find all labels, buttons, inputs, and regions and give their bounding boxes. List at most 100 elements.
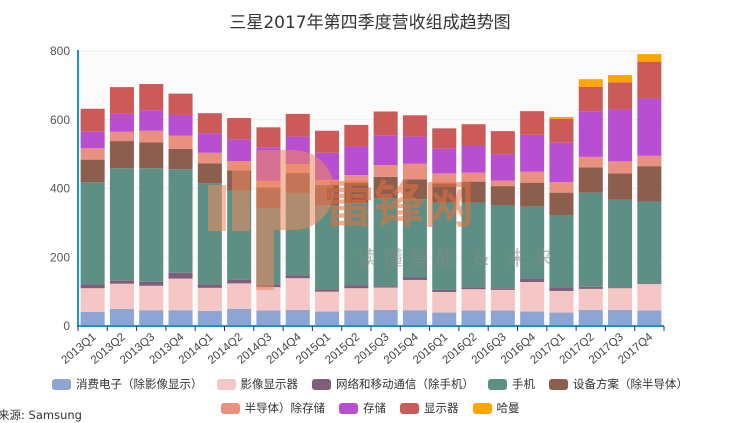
bar-segment[interactable] (432, 202, 457, 290)
bar-segment[interactable] (402, 277, 427, 280)
bar-segment[interactable] (139, 285, 164, 311)
bar-segment[interactable] (637, 166, 662, 202)
bar-segment[interactable] (227, 118, 252, 140)
bar-segment[interactable] (578, 192, 603, 287)
legend-item[interactable]: 设备方案（除半导体） (549, 376, 688, 392)
bar-segment[interactable] (402, 279, 427, 311)
bar-segment[interactable] (608, 82, 633, 110)
bar-stack-2016Q2[interactable] (461, 124, 486, 326)
legend-item[interactable]: 半导体）除存储 (220, 400, 325, 416)
bar-segment[interactable] (197, 310, 222, 326)
bar-segment[interactable] (139, 281, 164, 286)
legend-item[interactable]: 哈曼 (472, 400, 520, 416)
bar-segment[interactable] (578, 167, 603, 193)
bar-segment[interactable] (549, 181, 574, 193)
bar-segment[interactable] (139, 310, 164, 326)
bar-segment[interactable] (490, 289, 515, 311)
bar-segment[interactable] (461, 287, 486, 290)
bar-segment[interactable] (432, 128, 457, 149)
bar-segment[interactable] (80, 131, 105, 149)
bar-segment[interactable] (197, 284, 222, 288)
bar-segment[interactable] (520, 182, 545, 207)
bar-segment[interactable] (373, 135, 398, 166)
bar-segment[interactable] (490, 154, 515, 181)
bar-segment[interactable] (344, 146, 369, 176)
bar-segment[interactable] (109, 113, 134, 132)
bar-segment[interactable] (139, 168, 164, 282)
bar-segment[interactable] (168, 310, 193, 326)
bar-segment[interactable] (608, 161, 633, 174)
legend-item[interactable]: 消费电子（除影像显示） (52, 376, 203, 392)
bar-segment[interactable] (256, 310, 281, 326)
legend-item[interactable]: 显示器 (400, 400, 459, 416)
bar-segment[interactable] (637, 283, 662, 285)
bar-segment[interactable] (285, 113, 310, 137)
bar-segment[interactable] (578, 156, 603, 168)
bar-segment[interactable] (432, 148, 457, 174)
bar-segment[interactable] (549, 118, 574, 143)
bar-segment[interactable] (578, 288, 603, 310)
bar-segment[interactable] (432, 183, 457, 203)
bar-segment[interactable] (256, 287, 281, 311)
bar-stack-2017Q1[interactable] (549, 117, 574, 326)
bar-segment[interactable] (520, 134, 545, 172)
bar-segment[interactable] (109, 308, 134, 326)
bar-stack-2015Q3[interactable] (373, 111, 398, 327)
bar-stack-2016Q1[interactable] (432, 128, 457, 326)
bar-segment[interactable] (344, 288, 369, 311)
bar-segment[interactable] (373, 176, 398, 199)
bar-segment[interactable] (461, 310, 486, 326)
bar-segment[interactable] (285, 278, 310, 310)
bar-segment[interactable] (139, 84, 164, 111)
bar-stack-2016Q4[interactable] (520, 111, 545, 326)
bar-segment[interactable] (608, 287, 633, 289)
bar-segment[interactable] (402, 199, 427, 278)
bar-segment[interactable] (578, 309, 603, 326)
bar-segment[interactable] (608, 199, 633, 288)
bar-segment[interactable] (373, 165, 398, 177)
bar-segment[interactable] (549, 287, 574, 291)
bar-segment[interactable] (80, 148, 105, 160)
bar-segment[interactable] (402, 163, 427, 180)
bar-segment[interactable] (168, 169, 193, 273)
bar-segment[interactable] (109, 141, 134, 169)
bar-segment[interactable] (461, 124, 486, 146)
bar-stack-2016Q3[interactable] (490, 131, 515, 326)
bar-segment[interactable] (578, 111, 603, 157)
bar-segment[interactable] (549, 142, 574, 182)
bar-segment[interactable] (520, 278, 545, 282)
bar-stack-2017Q2[interactable] (578, 79, 603, 326)
bar-segment[interactable] (344, 285, 369, 289)
bar-segment[interactable] (373, 287, 398, 310)
bar-segment[interactable] (168, 93, 193, 115)
bar-segment[interactable] (490, 205, 515, 289)
bar-segment[interactable] (80, 108, 105, 132)
bar-segment[interactable] (197, 113, 222, 134)
bar-segment[interactable] (549, 312, 574, 326)
bar-segment[interactable] (520, 111, 545, 135)
bar-segment[interactable] (80, 182, 105, 285)
bar-segment[interactable] (315, 291, 340, 312)
bar-segment[interactable] (490, 288, 515, 290)
bar-stack-2013Q2[interactable] (109, 87, 134, 326)
bar-segment[interactable] (461, 145, 486, 173)
bar-segment[interactable] (168, 272, 193, 279)
bar-stack-2013Q1[interactable] (80, 108, 105, 326)
bar-segment[interactable] (373, 309, 398, 326)
bar-segment[interactable] (227, 308, 252, 326)
bar-segment[interactable] (80, 284, 105, 289)
bar-segment[interactable] (637, 54, 662, 62)
bar-segment[interactable] (256, 127, 281, 148)
bar-segment[interactable] (402, 179, 427, 200)
bar-segment[interactable] (608, 75, 633, 83)
bar-stack-2013Q3[interactable] (139, 84, 164, 326)
bar-stack-2015Q4[interactable] (402, 115, 427, 326)
bar-segment[interactable] (80, 288, 105, 312)
bar-segment[interactable] (227, 283, 252, 309)
bar-segment[interactable] (80, 159, 105, 183)
bar-segment[interactable] (402, 136, 427, 164)
bar-segment[interactable] (490, 310, 515, 326)
bar-segment[interactable] (490, 131, 515, 155)
bar-segment[interactable] (549, 117, 574, 119)
bar-segment[interactable] (139, 130, 164, 143)
